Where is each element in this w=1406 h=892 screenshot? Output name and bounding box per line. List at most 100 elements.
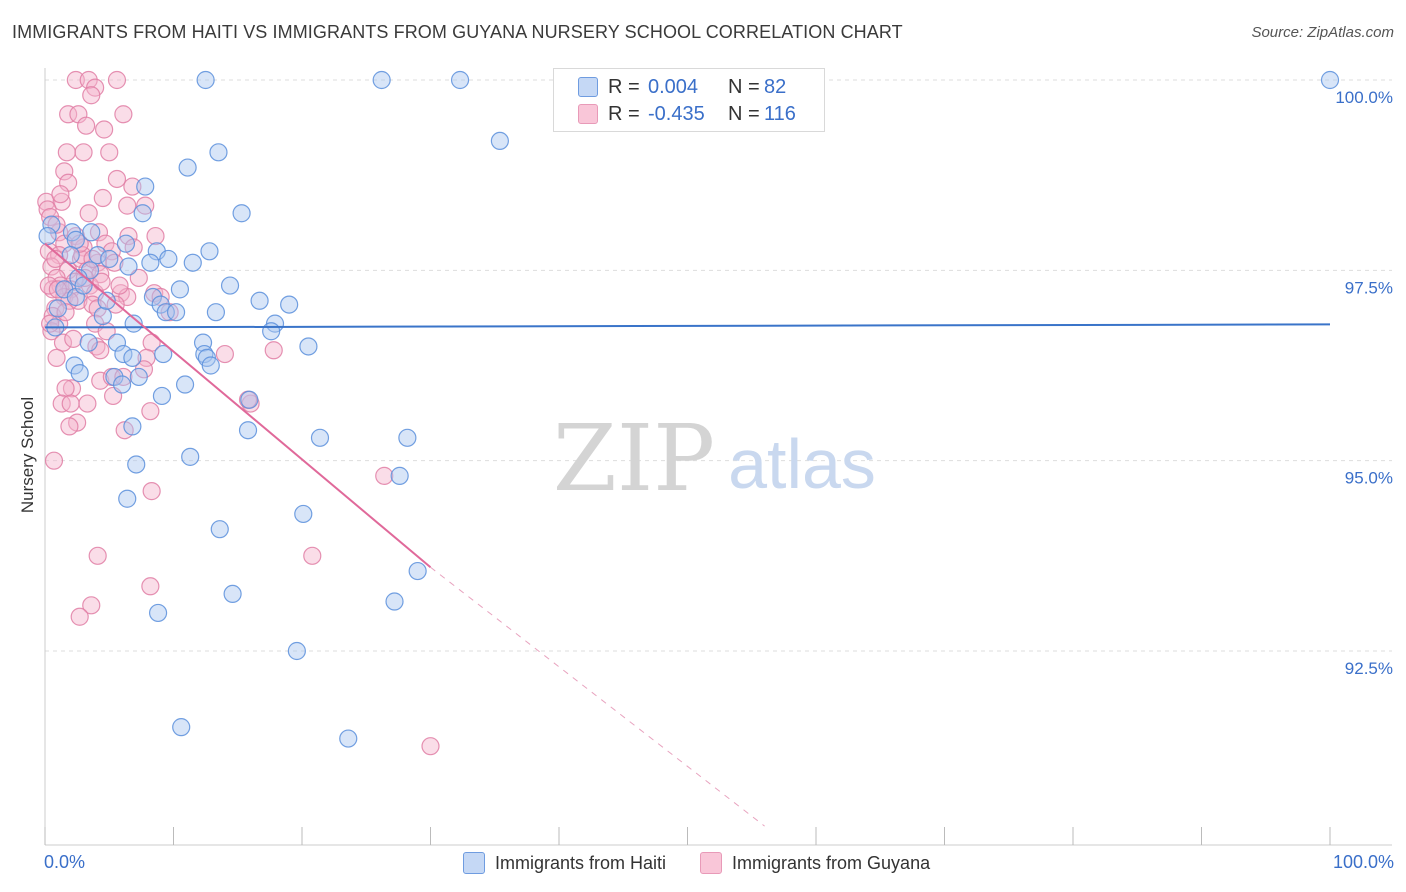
guyana-point — [100, 143, 119, 162]
haiti-point — [280, 295, 299, 314]
haiti-point — [136, 177, 155, 196]
haiti-point — [156, 303, 175, 322]
guyana-point — [142, 482, 161, 501]
legend-n-label: N = — [728, 75, 760, 98]
guyana-point — [61, 394, 80, 413]
haiti-point — [196, 70, 215, 90]
legend-label-haiti: Immigrants from Haiti — [495, 852, 667, 873]
guyana-point — [303, 546, 322, 565]
guyana-point — [44, 451, 64, 470]
guyana-point — [123, 177, 142, 196]
guyana-point — [95, 120, 114, 139]
haiti-point — [200, 242, 219, 261]
haiti-point — [223, 584, 242, 604]
guyana-point — [59, 105, 78, 124]
y-tick-label: 100.0% — [1335, 88, 1393, 107]
haiti-point — [398, 428, 417, 447]
guyana-point — [39, 276, 58, 295]
source-label: Source: ZipAtlas.com — [1251, 24, 1394, 41]
guyana-point — [91, 371, 110, 390]
series-legend: Immigrants from Haiti Immigrants from Gu… — [463, 852, 964, 874]
guyana-point — [107, 70, 127, 90]
haiti-point — [38, 226, 57, 246]
haiti-point — [79, 333, 98, 352]
haiti-point — [178, 158, 197, 177]
guyana-point — [57, 143, 76, 162]
guyana-swatch — [578, 104, 598, 124]
haiti-point — [385, 592, 404, 611]
haiti-point — [116, 234, 136, 253]
watermark: ZIP atlas — [553, 405, 876, 512]
guyana-point — [77, 116, 96, 135]
haiti-point — [123, 348, 142, 367]
haiti-swatch — [578, 77, 598, 97]
haiti-point — [1320, 70, 1340, 90]
haiti-point — [209, 143, 228, 162]
haiti-point — [119, 257, 138, 276]
haiti-point — [152, 386, 172, 406]
haiti-point — [107, 333, 127, 352]
haiti-legend-swatch — [463, 852, 485, 874]
guyana-point — [79, 204, 98, 223]
haiti-point — [82, 223, 101, 242]
guyana-point — [74, 143, 93, 162]
legend-r-label: R = — [608, 75, 640, 98]
y-tick-label: 97.5% — [1345, 278, 1393, 297]
chart-title: IMMIGRANTS FROM HAITI VS IMMIGRANTS FROM… — [12, 22, 903, 42]
haiti-point — [299, 337, 318, 356]
guyana-point — [79, 70, 98, 90]
haiti-point — [127, 455, 146, 474]
haiti-point — [172, 718, 191, 737]
haiti-point — [48, 299, 67, 318]
haiti-point — [170, 280, 190, 299]
guyana-point — [60, 417, 79, 436]
haiti-point — [166, 303, 186, 322]
haiti-point — [70, 364, 89, 383]
trend-lines — [44, 242, 1331, 827]
haiti-point — [42, 215, 61, 234]
guyana-point — [48, 280, 67, 299]
guyana-point — [88, 546, 107, 565]
legend-item-haiti[interactable]: Immigrants from Haiti — [463, 852, 666, 874]
haiti-point — [133, 204, 152, 223]
x-tick-right: 100.0% — [1332, 852, 1394, 872]
haiti-point — [114, 344, 133, 364]
guyana-point — [56, 379, 75, 398]
guyana-point — [41, 207, 60, 227]
axes — [44, 68, 1392, 846]
haiti-point — [210, 520, 229, 539]
haiti-point — [240, 390, 259, 409]
haiti-point — [66, 230, 85, 249]
haiti-point — [123, 417, 142, 436]
guyana-point — [51, 185, 70, 204]
haiti-point — [93, 306, 112, 326]
guyana-point — [66, 70, 85, 90]
legend-n-label: N = — [728, 102, 760, 125]
legend-item-guyana[interactable]: Immigrants from Guyana — [700, 852, 930, 874]
guyana-point — [141, 577, 160, 596]
haiti-point — [97, 291, 116, 310]
guyana-point — [93, 188, 112, 208]
guyana-point — [107, 169, 127, 189]
haiti-point — [118, 489, 137, 508]
y-tick-label: 92.5% — [1345, 659, 1393, 678]
haiti-point — [238, 421, 258, 440]
haiti-point — [339, 729, 358, 748]
guyana-point — [78, 394, 97, 413]
guyana-point — [82, 86, 101, 105]
guyana-points — [37, 70, 440, 756]
legend-label-guyana: Immigrants from Guyana — [732, 852, 931, 873]
x-tick-left: 0.0% — [44, 852, 86, 872]
guyana-trend-extension — [430, 566, 765, 827]
haiti-point — [287, 641, 306, 661]
haiti-point — [105, 367, 124, 387]
haiti-point — [175, 375, 195, 394]
haiti-point — [294, 504, 313, 524]
haiti-point — [129, 367, 148, 387]
haiti-point — [183, 253, 202, 272]
legend-n-value: 116 — [764, 102, 796, 125]
haiti-point — [262, 322, 281, 341]
haiti-point — [220, 276, 240, 295]
haiti-point — [159, 249, 178, 269]
